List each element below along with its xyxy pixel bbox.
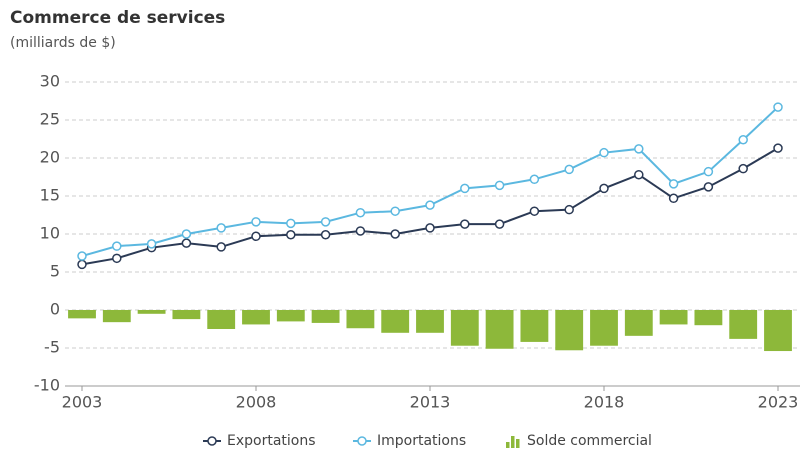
legend-marker (506, 442, 510, 448)
bar (764, 310, 792, 352)
point (425, 200, 435, 210)
point (529, 206, 540, 216)
point (216, 223, 226, 233)
y-tick-label: -10 (34, 376, 60, 395)
x-tick-label: 2013 (410, 393, 451, 412)
legend-marker (516, 439, 520, 448)
bar (68, 310, 96, 319)
y-tick-label: 30 (40, 72, 60, 91)
y-tick-label: 25 (40, 110, 60, 129)
bar (485, 310, 514, 349)
x-tick-label: 2018 (584, 393, 625, 412)
point (599, 183, 609, 194)
point (112, 253, 122, 264)
bar (624, 310, 653, 336)
point (634, 169, 644, 180)
point (390, 229, 400, 239)
bar (729, 310, 758, 339)
y-tick-label: 20 (40, 148, 60, 167)
x-tick-label: 2023 (758, 393, 799, 412)
point (634, 144, 644, 154)
bar (416, 310, 444, 333)
point (738, 135, 748, 145)
point (77, 251, 87, 261)
point (460, 219, 470, 229)
point (355, 226, 366, 236)
bar (172, 310, 201, 320)
y-tick-label: 5 (50, 262, 60, 281)
point (251, 231, 261, 242)
legend-label: Solde commercial (527, 433, 652, 449)
y-tick-label: 15 (40, 186, 60, 205)
point (390, 206, 400, 216)
point (286, 230, 296, 240)
point (529, 174, 540, 185)
point (773, 143, 783, 153)
point (599, 147, 609, 158)
point (146, 239, 157, 249)
legend-label: Exportations (227, 433, 316, 449)
x-tick-label: 2003 (62, 393, 103, 412)
point (738, 163, 748, 174)
point (564, 164, 574, 175)
legend-marker (511, 436, 515, 448)
bar (381, 310, 410, 333)
y-tick-label: 0 (50, 300, 60, 319)
bar (311, 310, 340, 323)
point (112, 241, 122, 251)
point (425, 223, 435, 233)
bar (207, 310, 236, 329)
bar (346, 310, 375, 329)
point (564, 204, 574, 215)
bar (555, 310, 584, 351)
bar (694, 310, 723, 326)
point (181, 238, 192, 248)
point (320, 217, 331, 227)
point (286, 218, 296, 229)
chart-subtitle: (milliards de $) (10, 35, 116, 51)
bar (102, 310, 131, 323)
legend-marker (357, 436, 367, 446)
point (668, 193, 679, 204)
point (703, 182, 714, 192)
point (77, 259, 87, 270)
bar (520, 310, 549, 342)
y-tick-label: 10 (40, 224, 60, 243)
point (703, 166, 714, 177)
bar (276, 310, 305, 322)
bar (590, 310, 618, 346)
bar (137, 310, 166, 314)
bar (242, 310, 270, 325)
bar (450, 310, 479, 346)
bar (659, 310, 688, 325)
point (181, 229, 192, 239)
point (216, 242, 226, 252)
chart-title: Commerce de services (10, 8, 225, 28)
x-tick-label: 2008 (236, 393, 277, 412)
point (460, 183, 470, 194)
legend-label: Importations (377, 433, 466, 449)
point (320, 230, 331, 240)
point (773, 102, 783, 112)
point (494, 219, 505, 229)
point (668, 179, 679, 189)
point (494, 180, 505, 191)
point (355, 207, 366, 218)
legend-marker (207, 436, 217, 446)
point (251, 217, 261, 227)
y-tick-label: -5 (44, 338, 60, 357)
